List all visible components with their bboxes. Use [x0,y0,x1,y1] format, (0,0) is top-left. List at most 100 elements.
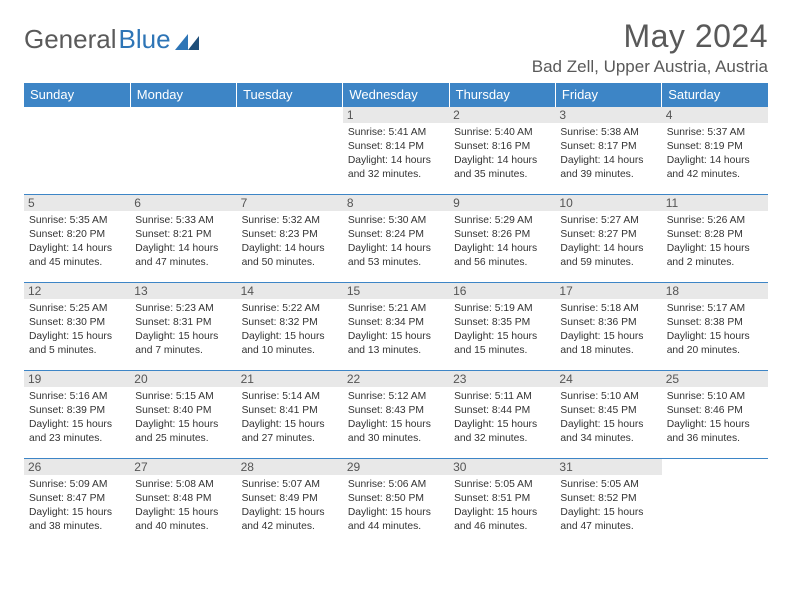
calendar-page: GeneralBlue May 2024 Bad Zell, Upper Aus… [0,0,792,547]
day-number: 12 [24,283,130,299]
day-info: Sunrise: 5:29 AMSunset: 8:26 PMDaylight:… [454,214,550,270]
calendar-week-row: 1 Sunrise: 5:41 AMSunset: 8:14 PMDaylight… [24,107,768,195]
calendar-day-cell: 18 Sunrise: 5:17 AMSunset: 8:38 PMDayligh… [662,283,768,371]
calendar-table: SundayMondayTuesdayWednesdayThursdayFrid… [24,83,768,547]
day-number: 18 [662,283,768,299]
day-info: Sunrise: 5:19 AMSunset: 8:35 PMDaylight:… [454,302,550,358]
calendar-day-cell: 20 Sunrise: 5:15 AMSunset: 8:40 PMDayligh… [130,371,236,459]
calendar-day-cell: 4 Sunrise: 5:37 AMSunset: 8:19 PMDaylight… [662,107,768,195]
day-info: Sunrise: 5:07 AMSunset: 8:49 PMDaylight:… [242,478,338,534]
calendar-week-row: 12 Sunrise: 5:25 AMSunset: 8:30 PMDayligh… [24,283,768,371]
day-number: 27 [130,459,236,475]
weekday-header: Friday [555,83,661,107]
calendar-week-row: 26 Sunrise: 5:09 AMSunset: 8:47 PMDayligh… [24,459,768,547]
day-number: 13 [130,283,236,299]
calendar-day-cell: 17 Sunrise: 5:18 AMSunset: 8:36 PMDayligh… [555,283,661,371]
month-title: May 2024 [532,18,768,55]
day-info: Sunrise: 5:05 AMSunset: 8:51 PMDaylight:… [454,478,550,534]
calendar-day-cell: 24 Sunrise: 5:10 AMSunset: 8:45 PMDayligh… [555,371,661,459]
calendar-day-cell [130,107,236,195]
day-info: Sunrise: 5:25 AMSunset: 8:30 PMDaylight:… [29,302,125,358]
day-info: Sunrise: 5:40 AMSunset: 8:16 PMDaylight:… [454,126,550,182]
day-info: Sunrise: 5:41 AMSunset: 8:14 PMDaylight:… [348,126,444,182]
calendar-week-row: 19 Sunrise: 5:16 AMSunset: 8:39 PMDayligh… [24,371,768,459]
calendar-day-cell: 31 Sunrise: 5:05 AMSunset: 8:52 PMDayligh… [555,459,661,547]
calendar-day-cell: 13Sunrise: 5:23 AMSunset: 8:31 PMDayligh… [130,283,236,371]
calendar-day-cell: 29 Sunrise: 5:06 AMSunset: 8:50 PMDayligh… [343,459,449,547]
day-number: 8 [343,195,449,211]
day-info: Sunrise: 5:32 AMSunset: 8:23 PMDaylight:… [242,214,338,270]
day-number: 4 [662,107,768,123]
calendar-day-cell: 25 Sunrise: 5:10 AMSunset: 8:46 PMDayligh… [662,371,768,459]
calendar-day-cell [662,459,768,547]
calendar-day-cell: 30 Sunrise: 5:05 AMSunset: 8:51 PMDayligh… [449,459,555,547]
day-number: 31 [555,459,661,475]
day-info: Sunrise: 5:16 AMSunset: 8:39 PMDaylight:… [29,390,125,446]
day-info: Sunrise: 5:06 AMSunset: 8:50 PMDaylight:… [348,478,444,534]
weekday-header: Thursday [449,83,555,107]
header: GeneralBlue May 2024 Bad Zell, Upper Aus… [24,18,768,77]
weekday-header: Saturday [662,83,768,107]
calendar-day-cell: 22 Sunrise: 5:12 AMSunset: 8:43 PMDayligh… [343,371,449,459]
day-number: 17 [555,283,661,299]
day-number: 19 [24,371,130,387]
day-number: 11 [662,195,768,211]
day-number: 28 [237,459,343,475]
calendar-day-cell: 21 Sunrise: 5:14 AMSunset: 8:41 PMDayligh… [237,371,343,459]
day-info: Sunrise: 5:26 AMSunset: 8:28 PMDaylight:… [667,214,763,270]
day-number: 6 [130,195,236,211]
day-info: Sunrise: 5:15 AMSunset: 8:40 PMDaylight:… [135,390,231,446]
day-info: Sunrise: 5:09 AMSunset: 8:47 PMDaylight:… [29,478,125,534]
day-number: 22 [343,371,449,387]
calendar-day-cell: 8 Sunrise: 5:30 AMSunset: 8:24 PMDaylight… [343,195,449,283]
calendar-day-cell [24,107,130,195]
logo-text-2: Blue [119,24,171,55]
day-info: Sunrise: 5:10 AMSunset: 8:45 PMDaylight:… [560,390,656,446]
calendar-day-cell: 11 Sunrise: 5:26 AMSunset: 8:28 PMDayligh… [662,195,768,283]
calendar-day-cell: 26 Sunrise: 5:09 AMSunset: 8:47 PMDayligh… [24,459,130,547]
day-number: 10 [555,195,661,211]
day-info: Sunrise: 5:30 AMSunset: 8:24 PMDaylight:… [348,214,444,270]
logo-icon [175,30,201,50]
day-info: Sunrise: 5:05 AMSunset: 8:52 PMDaylight:… [560,478,656,534]
calendar-day-cell: 27Sunrise: 5:08 AMSunset: 8:48 PMDayligh… [130,459,236,547]
calendar-day-cell: 2 Sunrise: 5:40 AMSunset: 8:16 PMDaylight… [449,107,555,195]
day-info: Sunrise: 5:12 AMSunset: 8:43 PMDaylight:… [348,390,444,446]
day-info: Sunrise: 5:27 AMSunset: 8:27 PMDaylight:… [560,214,656,270]
calendar-day-cell: 14Sunrise: 5:22 AMSunset: 8:32 PMDayligh… [237,283,343,371]
day-number: 29 [343,459,449,475]
title-block: May 2024 Bad Zell, Upper Austria, Austri… [532,18,768,77]
calendar-week-row: 5Sunrise: 5:35 AMSunset: 8:20 PMDaylight… [24,195,768,283]
day-number: 2 [449,107,555,123]
day-number: 16 [449,283,555,299]
calendar-day-cell: 5Sunrise: 5:35 AMSunset: 8:20 PMDaylight… [24,195,130,283]
day-number: 7 [237,195,343,211]
day-info: Sunrise: 5:17 AMSunset: 8:38 PMDaylight:… [667,302,763,358]
calendar-day-cell: 12 Sunrise: 5:25 AMSunset: 8:30 PMDayligh… [24,283,130,371]
day-info: Sunrise: 5:38 AMSunset: 8:17 PMDaylight:… [560,126,656,182]
day-number: 26 [24,459,130,475]
calendar-day-cell: 6Sunrise: 5:33 AMSunset: 8:21 PMDaylight… [130,195,236,283]
day-number: 24 [555,371,661,387]
calendar-day-cell [237,107,343,195]
calendar-day-cell: 23Sunrise: 5:11 AMSunset: 8:44 PMDayligh… [449,371,555,459]
day-info: Sunrise: 5:14 AMSunset: 8:41 PMDaylight:… [242,390,338,446]
day-info: Sunrise: 5:18 AMSunset: 8:36 PMDaylight:… [560,302,656,358]
logo-text-1: General [24,24,117,55]
day-number: 3 [555,107,661,123]
weekday-header: Wednesday [343,83,449,107]
day-number: 25 [662,371,768,387]
day-info: Sunrise: 5:11 AMSunset: 8:44 PMDaylight:… [454,390,550,446]
day-number: 30 [449,459,555,475]
day-info: Sunrise: 5:37 AMSunset: 8:19 PMDaylight:… [667,126,763,182]
day-number: 1 [343,107,449,123]
day-number: 15 [343,283,449,299]
day-number: 21 [237,371,343,387]
calendar-header-row: SundayMondayTuesdayWednesdayThursdayFrid… [24,83,768,107]
weekday-header: Monday [130,83,236,107]
day-info: Sunrise: 5:22 AMSunset: 8:32 PMDaylight:… [242,302,338,358]
calendar-day-cell: 1 Sunrise: 5:41 AMSunset: 8:14 PMDaylight… [343,107,449,195]
day-number: 20 [130,371,236,387]
calendar-body: 1 Sunrise: 5:41 AMSunset: 8:14 PMDaylight… [24,107,768,547]
day-info: Sunrise: 5:10 AMSunset: 8:46 PMDaylight:… [667,390,763,446]
